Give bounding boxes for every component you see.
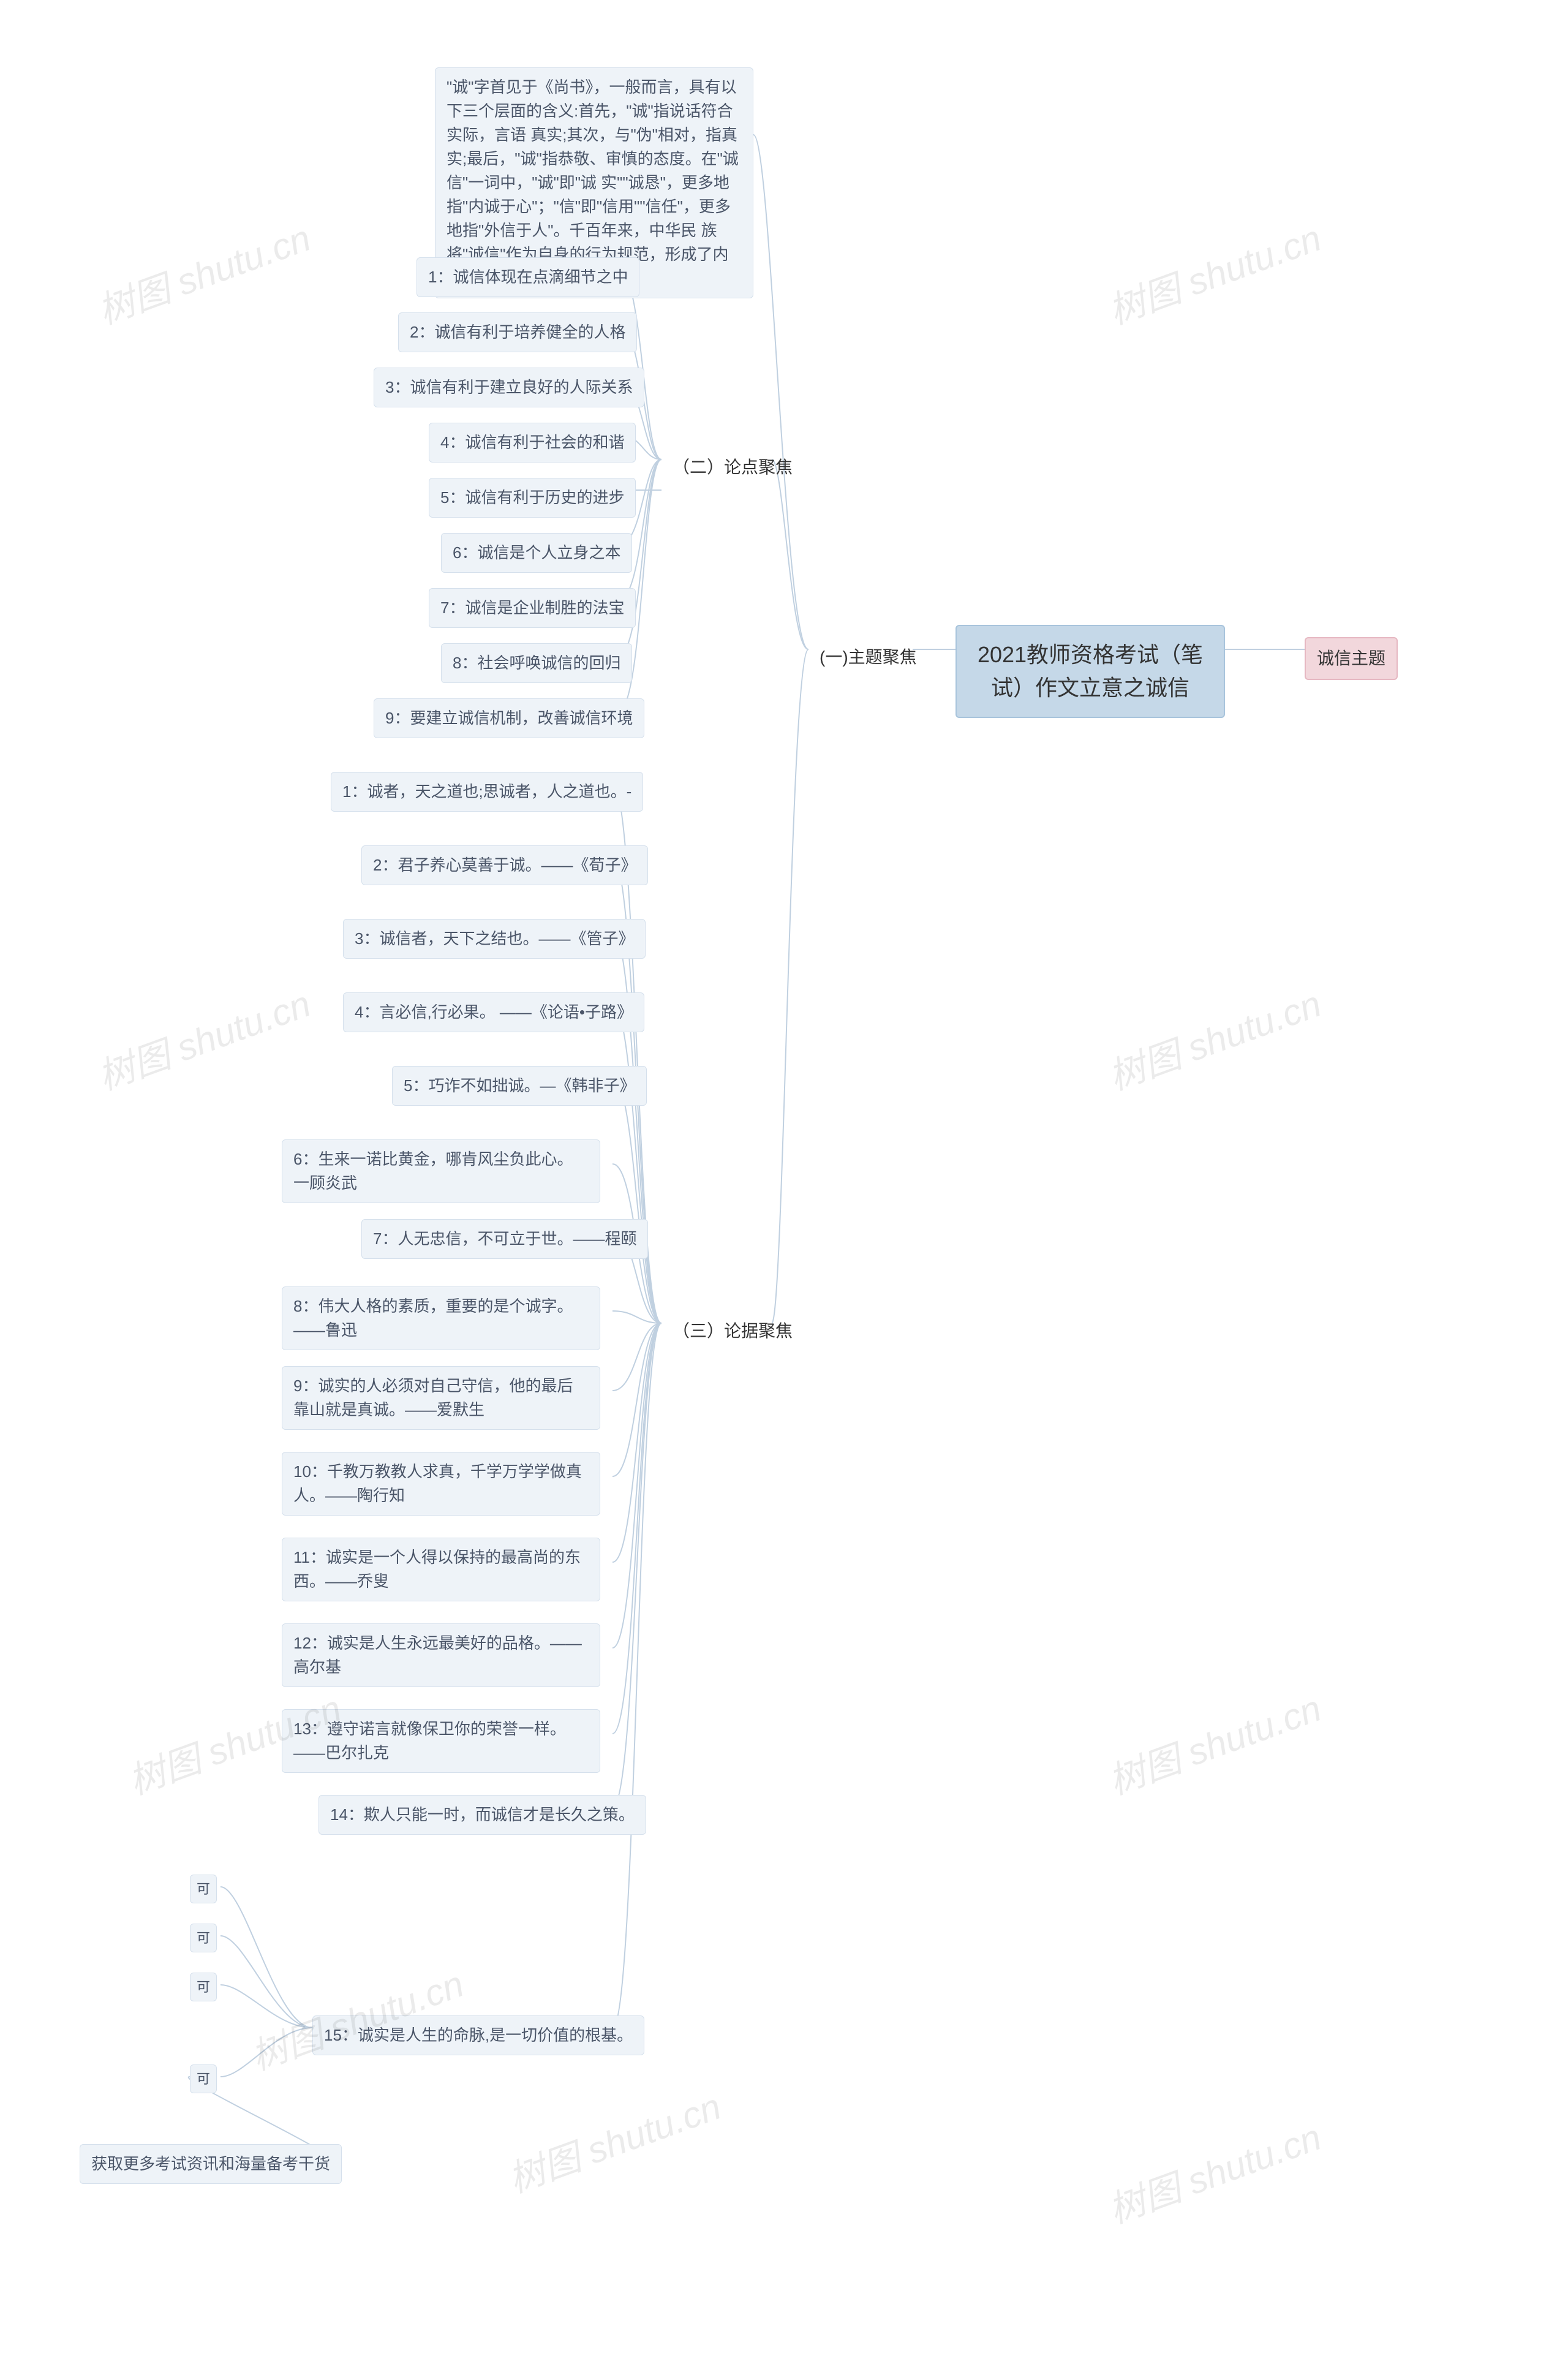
arg-8-text: 8：社会呼唤诚信的回归 (453, 654, 620, 672)
tiny-node-3[interactable]: 可 (190, 1973, 217, 2001)
quote-15[interactable]: 15：诚实是人生的命脉,是一切价值的根基。 (312, 2015, 644, 2055)
arg-item-7[interactable]: 7：诚信是企业制胜的法宝 (429, 588, 636, 628)
watermark: 树图 shutu.cn (1100, 974, 1327, 1100)
topic-right-label: 诚信主题 (1317, 649, 1385, 668)
tiny-4-text: 可 (197, 2071, 210, 2087)
footer-leaf[interactable]: 获取更多考试资讯和海量备考干货 (80, 2144, 342, 2184)
mindmap-canvas: 2021教师资格考试（笔试）作文立意之诚信 诚信主题 (一)主题聚焦 "诚"字首… (0, 0, 1568, 2372)
arg-item-9[interactable]: 9：要建立诚信机制，改善诚信环境 (374, 698, 644, 738)
arg-2-text: 2：诚信有利于培养健全的人格 (410, 323, 625, 341)
quote-3-text: 3：诚信者，天下之结也。——《管子》 (355, 929, 634, 948)
tiny-node-4[interactable]: 可 (190, 2064, 217, 2093)
quote-12-text: 12：诚实是人生永远最美好的品格。——高尔基 (293, 1634, 582, 1676)
arg-item-3[interactable]: 3：诚信有利于建立良好的人际关系 (374, 368, 644, 407)
quote-12[interactable]: 12：诚实是人生永远最美好的品格。——高尔基 (282, 1623, 600, 1687)
topic-left-pivot[interactable]: (一)主题聚焦 (809, 637, 928, 678)
quote-9-text: 9：诚实的人必须对自己守信，他的最后靠山就是真诚。——爱默生 (293, 1377, 573, 1419)
quote-11[interactable]: 11：诚实是一个人得以保持的最高尚的东西。——乔叟 (282, 1538, 600, 1601)
arg-item-8[interactable]: 8：社会呼唤诚信的回归 (441, 643, 632, 683)
quote-13-text: 13：遵守诺言就像保卫你的荣誉一样。——巴尔扎克 (293, 1720, 566, 1762)
arg-6-text: 6：诚信是个人立身之本 (453, 543, 620, 562)
quote-11-text: 11：诚实是一个人得以保持的最高尚的东西。——乔叟 (293, 1548, 581, 1590)
quote-7-text: 7：人无忠信，不可立于世。——程颐 (373, 1229, 636, 1248)
tiny-2-text: 可 (197, 1930, 210, 1946)
arg-4-text: 4：诚信有利于社会的和谐 (440, 433, 624, 451)
quote-2[interactable]: 2：君子养心莫善于诚。——《荀子》 (361, 845, 648, 885)
connector-layer (0, 0, 1568, 2372)
watermark: 树图 shutu.cn (1100, 208, 1327, 334)
watermark: 树图 shutu.cn (500, 2077, 727, 2203)
arg-9-text: 9：要建立诚信机制，改善诚信环境 (385, 709, 633, 727)
quote-1-text: 1：诚者，天之道也;思诚者，人之道也。- (342, 782, 631, 801)
quote-6[interactable]: 6：生来一诺比黄金，哪肯风尘负此心。一顾炎武 (282, 1139, 600, 1203)
branch-arguments-label: （二）论点聚焦 (673, 458, 793, 477)
root-node[interactable]: 2021教师资格考试（笔试）作文立意之诚信 (956, 625, 1225, 718)
arg-3-text: 3：诚信有利于建立良好的人际关系 (385, 378, 633, 396)
quote-14[interactable]: 14：欺人只能一时，而诚信才是长久之策。 (318, 1795, 646, 1835)
watermark: 树图 shutu.cn (89, 974, 317, 1100)
tiny-node-2[interactable]: 可 (190, 1924, 217, 1952)
tiny-3-text: 可 (197, 1979, 210, 1995)
quote-7[interactable]: 7：人无忠信，不可立于世。——程颐 (361, 1219, 648, 1259)
arg-5-text: 5：诚信有利于历史的进步 (440, 488, 624, 507)
watermark: 树图 shutu.cn (1100, 1679, 1327, 1805)
arg-7-text: 7：诚信是企业制胜的法宝 (440, 599, 624, 617)
arg-1-text: 1：诚信体现在点滴细节之中 (428, 268, 628, 286)
branch-arguments[interactable]: （二）论点聚焦 (662, 447, 804, 488)
watermark: 树图 shutu.cn (89, 208, 317, 334)
footer-text: 获取更多考试资讯和海量备考干货 (91, 2155, 330, 2173)
quote-8-text: 8：伟大人格的素质，重要的是个诚字。——鲁迅 (293, 1297, 573, 1339)
quote-14-text: 14：欺人只能一时，而诚信才是长久之策。 (330, 1805, 635, 1824)
quote-2-text: 2：君子养心莫善于诚。——《荀子》 (373, 856, 636, 874)
intro-text: "诚"字首见于《尚书》，一般而言，具有以下三个层面的含义:首先，"诚"指说话符合… (447, 78, 739, 287)
quote-10[interactable]: 10：千教万教教人求真，千学万学学做真人。——陶行知 (282, 1452, 600, 1516)
quote-9[interactable]: 9：诚实的人必须对自己守信，他的最后靠山就是真诚。——爱默生 (282, 1366, 600, 1430)
quote-13[interactable]: 13：遵守诺言就像保卫你的荣誉一样。——巴尔扎克 (282, 1709, 600, 1773)
arg-item-2[interactable]: 2：诚信有利于培养健全的人格 (398, 312, 637, 352)
quote-4-text: 4：言必信,行必果。 ——《论语•子路》 (355, 1003, 633, 1021)
arg-item-5[interactable]: 5：诚信有利于历史的进步 (429, 478, 636, 518)
root-label: 2021教师资格考试（笔试）作文立意之诚信 (978, 642, 1203, 700)
pivot-label: (一)主题聚焦 (820, 648, 917, 667)
watermark: 树图 shutu.cn (1100, 2107, 1327, 2234)
quote-1[interactable]: 1：诚者，天之道也;思诚者，人之道也。- (331, 772, 643, 812)
quote-6-text: 6：生来一诺比黄金，哪肯风尘负此心。一顾炎武 (293, 1150, 573, 1192)
quote-15-text: 15：诚实是人生的命脉,是一切价值的根基。 (324, 2026, 633, 2044)
quote-5-text: 5：巧诈不如拙诚。—《韩非子》 (404, 1076, 635, 1095)
arg-item-4[interactable]: 4：诚信有利于社会的和谐 (429, 423, 636, 463)
topic-right[interactable]: 诚信主题 (1305, 637, 1398, 680)
tiny-1-text: 可 (197, 1881, 210, 1897)
quote-10-text: 10：千教万教教人求真，千学万学学做真人。——陶行知 (293, 1462, 582, 1505)
quote-5[interactable]: 5：巧诈不如拙诚。—《韩非子》 (392, 1066, 647, 1106)
arg-item-6[interactable]: 6：诚信是个人立身之本 (441, 533, 632, 573)
branch-evidence-label: （三）论据聚焦 (673, 1321, 793, 1340)
quote-4[interactable]: 4：言必信,行必果。 ——《论语•子路》 (343, 992, 644, 1032)
quote-3[interactable]: 3：诚信者，天下之结也。——《管子》 (343, 919, 646, 959)
arg-item-1[interactable]: 1：诚信体现在点滴细节之中 (417, 257, 639, 297)
tiny-node-1[interactable]: 可 (190, 1875, 217, 1903)
quote-8[interactable]: 8：伟大人格的素质，重要的是个诚字。——鲁迅 (282, 1286, 600, 1350)
branch-evidence[interactable]: （三）论据聚焦 (662, 1311, 804, 1351)
